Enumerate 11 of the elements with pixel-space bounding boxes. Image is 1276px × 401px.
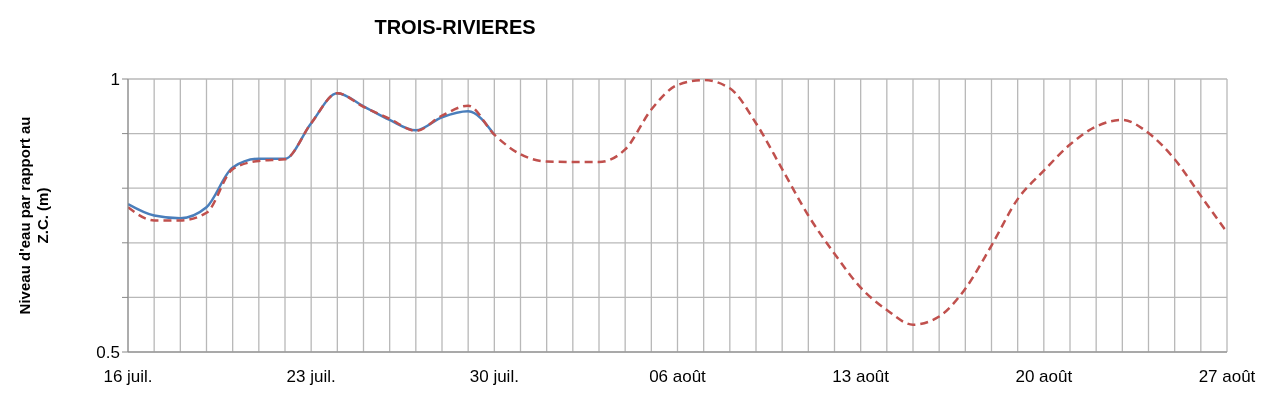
x-tick-label: 23 juil. (286, 367, 336, 387)
chart-title: TROIS-RIVIERES (374, 16, 536, 39)
x-tick-label: 30 juil. (469, 367, 519, 387)
x-tick-label: 27 août (1198, 367, 1256, 387)
y-axis-title: Niveau d'eau par rapport au Z.C. (m) (16, 116, 51, 315)
x-tick-label: 06 août (649, 367, 707, 387)
x-tick-label: 13 août (832, 367, 890, 387)
x-tick-label: 16 juil. (103, 367, 153, 387)
y-tick-label: 1 (110, 70, 120, 90)
y-tick-label: 0.5 (96, 343, 120, 363)
x-tick-label: 20 août (1015, 367, 1073, 387)
